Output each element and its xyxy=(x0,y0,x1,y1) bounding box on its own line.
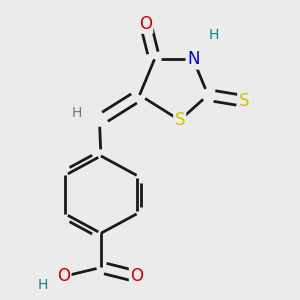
Text: H: H xyxy=(72,106,82,120)
Text: N: N xyxy=(187,50,200,68)
Text: O: O xyxy=(130,267,143,285)
Text: O: O xyxy=(57,267,70,285)
Text: S: S xyxy=(238,92,249,110)
Text: H: H xyxy=(209,28,219,43)
Text: H: H xyxy=(38,278,48,292)
Text: O: O xyxy=(139,15,152,33)
Text: S: S xyxy=(175,111,185,129)
